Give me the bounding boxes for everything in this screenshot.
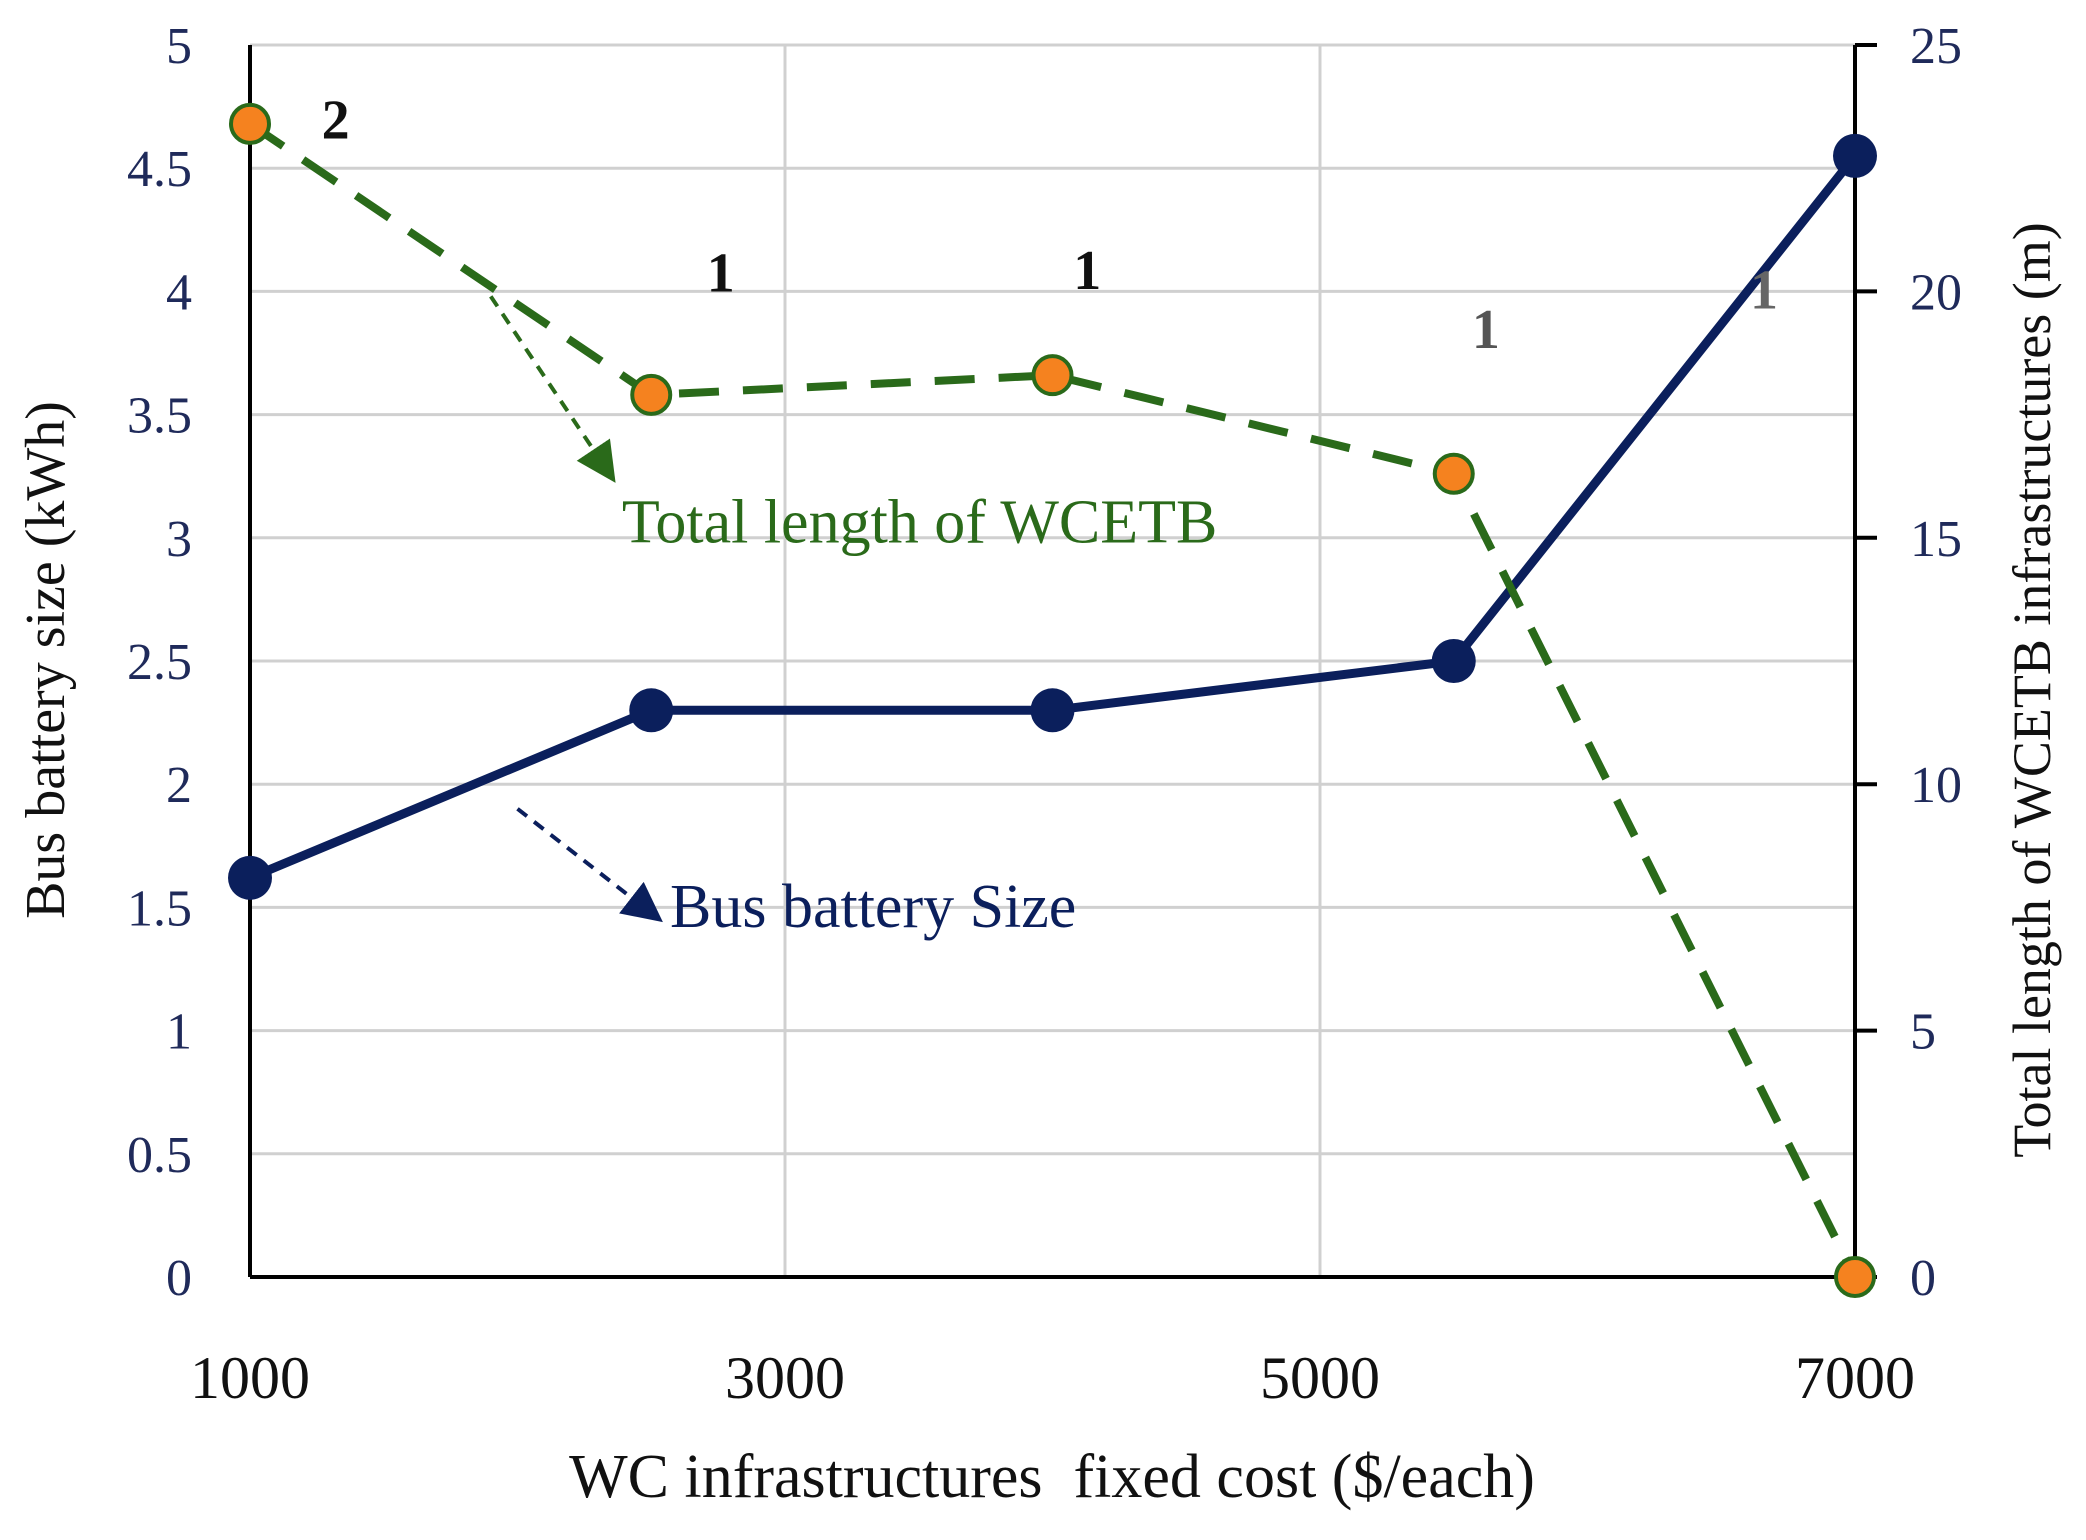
left-tick-label: 3 [166, 511, 192, 568]
left-tick-label: 0 [166, 1250, 192, 1307]
data-point-wcetb-length [630, 373, 673, 416]
x-axis-ticks: 1000 3000 5000 7000 [190, 1345, 1915, 1411]
annotation-count: 1 [1073, 240, 1101, 302]
data-point-wcetb-length [1031, 354, 1074, 397]
annotation-count: 1 [707, 242, 735, 304]
right-tick-label: 10 [1910, 757, 1962, 814]
right-tick-label: 20 [1910, 264, 1962, 321]
left-tick-label: 2.5 [127, 634, 192, 691]
x-tick-label: 5000 [1260, 1345, 1380, 1411]
data-point-battery-size [228, 855, 272, 900]
pointer-arrows [489, 295, 663, 923]
left-tick-label: 5 [166, 18, 192, 75]
annotations: 2 1 1 1 1 [322, 90, 1778, 361]
right-tick-label: 0 [1910, 1250, 1936, 1307]
x-tick-label: 1000 [190, 1345, 310, 1411]
right-axis-title: Total length of WCETB infrastructures (m… [2002, 222, 2062, 1157]
data-point-battery-size [629, 688, 674, 733]
series-labels: Total length of WCETB Bus battery Size [622, 489, 1217, 941]
data-point-wcetb-length [229, 102, 271, 145]
data-point-battery-size [1431, 639, 1476, 683]
grid-lines [248, 43, 1857, 1279]
annotation-count: 1 [1472, 299, 1500, 361]
data-point-battery-size [1030, 688, 1075, 733]
data-point-wcetb-length [1432, 452, 1475, 495]
right-axis-ticks: 0 5 10 15 20 25 [1855, 18, 1962, 1307]
pointer-arrow [489, 295, 616, 483]
right-tick-label: 5 [1910, 1004, 1936, 1061]
x-tick-label: 3000 [725, 1345, 845, 1411]
left-tick-label: 4 [166, 264, 192, 321]
x-tick-label: 7000 [1795, 1345, 1915, 1411]
left-tick-label: 2 [166, 757, 192, 814]
annotation-count: 2 [322, 90, 350, 152]
left-tick-label: 4.5 [127, 141, 192, 198]
right-tick-label: 25 [1910, 18, 1962, 75]
left-tick-label: 3.5 [127, 388, 192, 445]
data-point-battery-size [1833, 133, 1877, 178]
series-label: Bus battery Size [670, 873, 1076, 941]
annotation-count: 1 [1750, 260, 1778, 322]
data-point-wcetb-length [1834, 1256, 1876, 1298]
axes [248, 45, 1857, 1279]
left-axis-ticks: 0 0.5 1 1.5 2 2.5 3 3.5 4 4.5 5 [127, 18, 192, 1307]
left-tick-label: 0.5 [127, 1127, 192, 1184]
series-label: Total length of WCETB [622, 489, 1217, 557]
left-tick-label: 1 [166, 1004, 192, 1061]
x-axis-title: WC infrastructures fixed cost ($/each) [569, 1443, 1535, 1511]
left-tick-label: 1.5 [127, 880, 192, 937]
pointer-arrow [516, 807, 663, 923]
left-axis-title: Bus battery size (kWh) [15, 401, 77, 919]
right-tick-label: 15 [1910, 511, 1962, 568]
series-group [228, 102, 1877, 1298]
series-line-wcetb-length [247, 120, 1859, 1279]
